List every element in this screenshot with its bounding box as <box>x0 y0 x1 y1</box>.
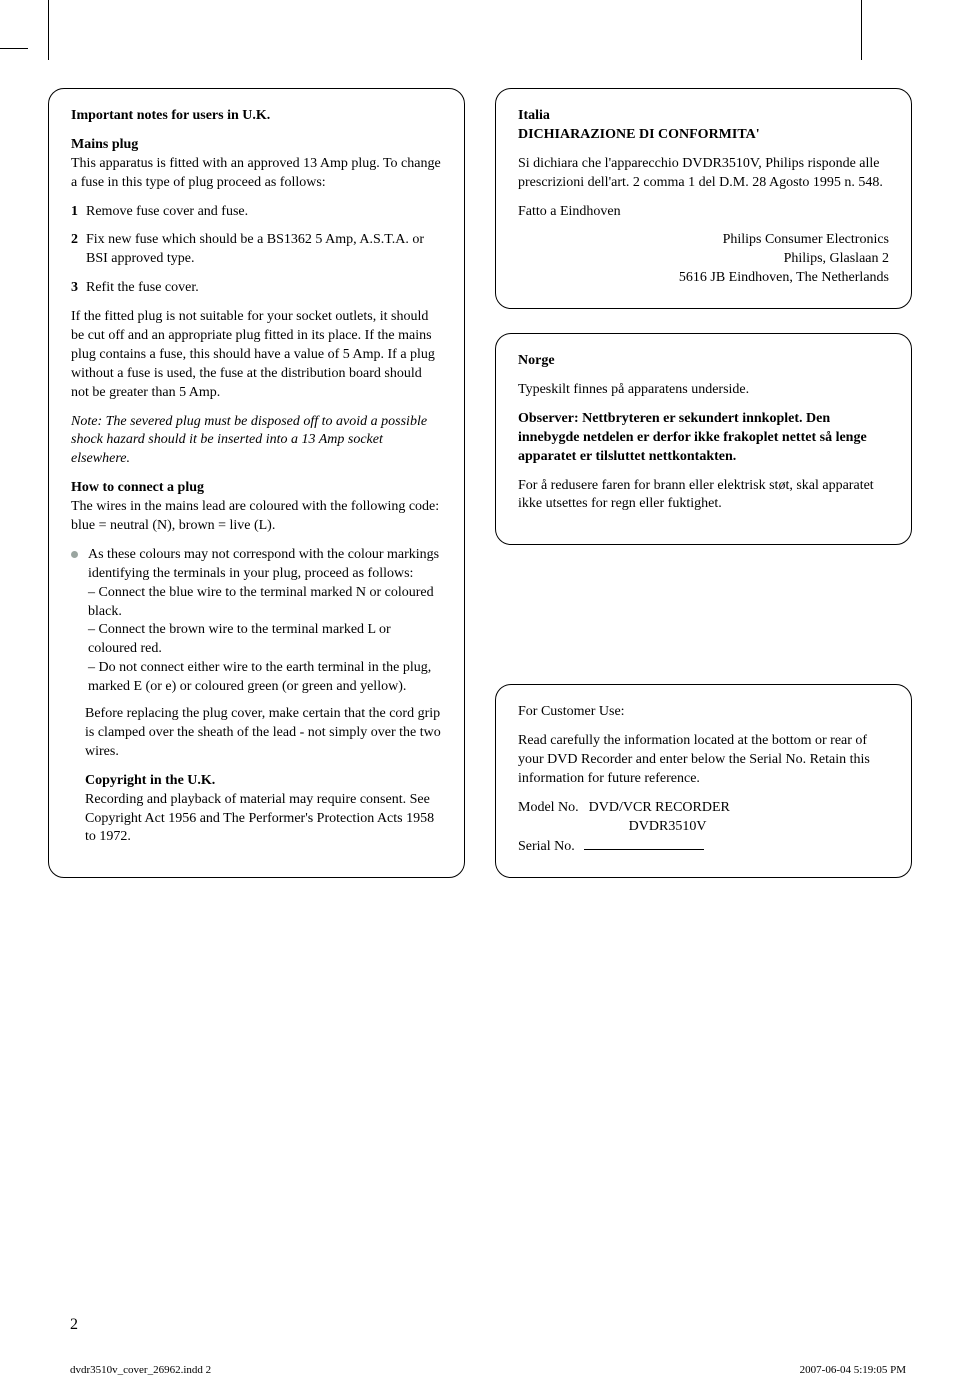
step-1-num: 1 <box>71 203 78 222</box>
step-3-text: Refit the fuse cover. <box>86 279 199 298</box>
norge-heading: Norge <box>518 352 889 371</box>
step-1: 1 Remove fuse cover and fuse. <box>71 203 442 222</box>
dich-heading: DICHIARAZIONE DI CONFORMITA' <box>518 126 889 145</box>
page-number: 2 <box>70 1314 78 1336</box>
step-2: 2 Fix new fuse which should be a BS1362 … <box>71 231 442 269</box>
bullet-a: – Connect the blue wire to the terminal … <box>88 584 442 622</box>
footer-left: dvdr3510v_cover_26962.indd 2 <box>70 1363 211 1378</box>
mains-heading: Mains plug <box>71 137 138 152</box>
left-column: Important notes for users in U.K. Mains … <box>48 88 465 878</box>
footer-right: 2007-06-04 5:19:05 PM <box>800 1363 906 1378</box>
connect-body: The wires in the mains lead are coloured… <box>71 499 439 533</box>
right-column: Italia DICHIARAZIONE DI CONFORMITA' Si d… <box>495 88 912 878</box>
model-label: Model No. <box>518 799 579 837</box>
italia-box: Italia DICHIARAZIONE DI CONFORMITA' Si d… <box>495 88 912 309</box>
customer-use-box: For Customer Use: Read carefully the inf… <box>495 684 912 878</box>
connect-heading: How to connect a plug <box>71 480 204 495</box>
connect-para: How to connect a plug The wires in the m… <box>71 479 442 536</box>
before-para: Before replacing the plug cover, make ce… <box>85 705 442 762</box>
serial-row: Serial No. <box>518 838 889 857</box>
norge-body-3: For å redusere faren for brann eller ele… <box>518 477 889 515</box>
copyright-para: Copyright in the U.K. Recording and play… <box>85 772 442 848</box>
philips-address: Philips Consumer Electronics Philips, Gl… <box>518 231 889 288</box>
bullet-c: – Do not connect either wire to the eart… <box>88 659 442 697</box>
cust-body: Read carefully the information located a… <box>518 732 889 789</box>
content-columns: Important notes for users in U.K. Mains … <box>48 88 912 878</box>
mains-body: This apparatus is fitted with an approve… <box>71 156 441 190</box>
uk-title: Important notes for users in U.K. <box>71 107 442 126</box>
philips-line-3: 5616 JB Eindhoven, The Netherlands <box>518 269 889 288</box>
bullet-content: As these colours may not correspond with… <box>88 546 442 697</box>
step-3: 3 Refit the fuse cover. <box>71 279 442 298</box>
mains-para: Mains plug This apparatus is fitted with… <box>71 136 442 193</box>
step-3-num: 3 <box>71 279 78 298</box>
philips-line-1: Philips Consumer Electronics <box>518 231 889 250</box>
norge-box: Norge Typeskilt finnes på apparatens und… <box>495 333 912 545</box>
footer: dvdr3510v_cover_26962.indd 2 2007-06-04 … <box>70 1363 906 1378</box>
model-value-2: DVDR3510V <box>629 818 707 837</box>
fatto: Fatto a Eindhoven <box>518 203 889 222</box>
uk-notes-box: Important notes for users in U.K. Mains … <box>48 88 465 878</box>
serial-label: Serial No. <box>518 839 575 854</box>
copyright-heading: Copyright in the U.K. <box>85 773 215 788</box>
philips-line-2: Philips, Glaslaan 2 <box>518 250 889 269</box>
model-value-block: DVD/VCR RECORDER DVDR3510V <box>589 799 730 837</box>
bullet-block: As these colours may not correspond with… <box>71 546 442 697</box>
spacer <box>495 569 912 660</box>
serial-blank-line <box>584 849 704 850</box>
bullet-intro: As these colours may not correspond with… <box>88 546 442 584</box>
copyright-body: Recording and playback of material may r… <box>85 792 434 845</box>
bullet-dot-icon <box>71 551 78 558</box>
italia-label: Italia <box>518 107 889 126</box>
cust-heading: For Customer Use: <box>518 703 889 722</box>
fitted-para: If the fitted plug is not suitable for y… <box>71 308 442 402</box>
step-2-text: Fix new fuse which should be a BS1362 5 … <box>86 231 442 269</box>
norge-body-2: Observer: Nettbryteren er sekundert innk… <box>518 410 889 467</box>
dich-body: Si dichiara che l'apparecchio DVDR3510V,… <box>518 155 889 193</box>
norge-body-1: Typeskilt finnes på apparatens underside… <box>518 381 889 400</box>
model-value-1: DVD/VCR RECORDER <box>589 800 730 815</box>
bullet-b: – Connect the brown wire to the terminal… <box>88 621 442 659</box>
step-2-num: 2 <box>71 231 78 269</box>
model-row: Model No. DVD/VCR RECORDER DVDR3510V <box>518 799 889 837</box>
step-1-text: Remove fuse cover and fuse. <box>86 203 248 222</box>
severed-note: Note: The severed plug must be disposed … <box>71 413 442 470</box>
